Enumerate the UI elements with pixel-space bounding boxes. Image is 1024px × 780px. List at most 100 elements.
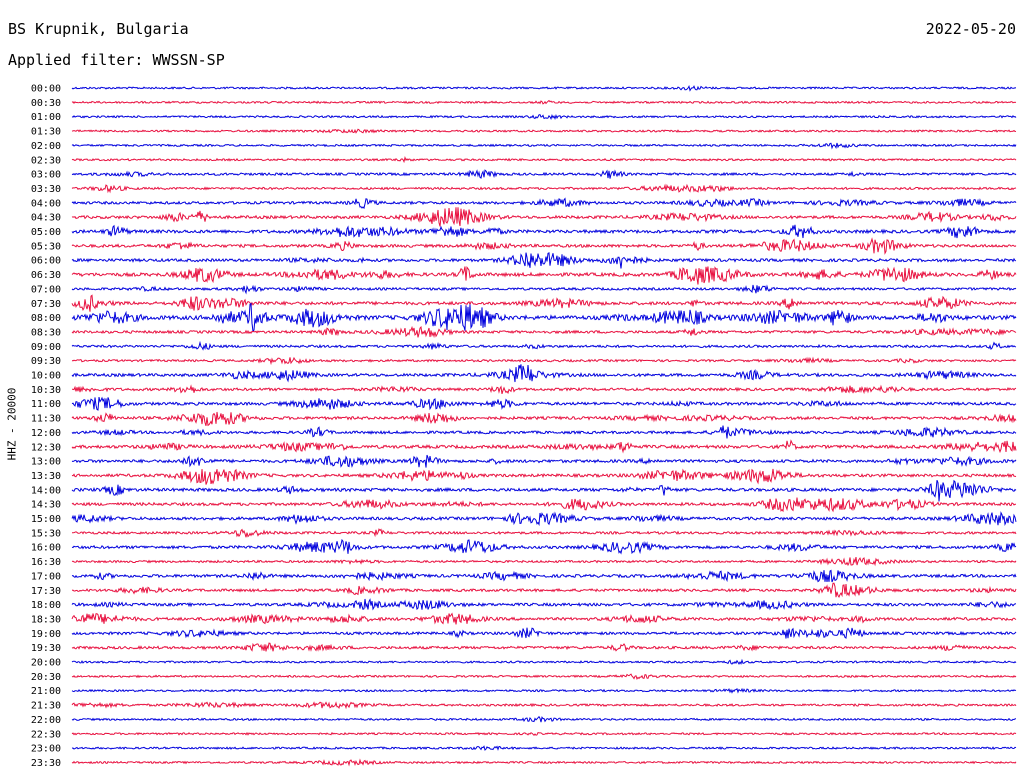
time-tick-label: 15:00 <box>31 514 61 525</box>
seismic-trace-row <box>71 538 1017 555</box>
time-tick-label: 19:30 <box>31 643 61 654</box>
seismic-trace-row <box>71 468 1017 485</box>
seismic-trace-row <box>71 745 1017 751</box>
seismic-trace-row <box>72 384 1017 395</box>
station-title: BS Krupnik, Bulgaria <box>8 20 189 38</box>
seismic-trace-row <box>71 99 1017 105</box>
time-tick-label: 02:00 <box>31 141 61 152</box>
seismic-trace-row <box>71 183 1017 194</box>
seismic-trace-row <box>71 207 1017 227</box>
seismic-trace-row <box>71 169 1017 179</box>
seismic-trace-row <box>71 294 1017 312</box>
time-tick-label: 23:30 <box>31 758 61 769</box>
time-tick-label: 16:30 <box>31 557 61 568</box>
time-tick-label: 10:30 <box>31 385 61 396</box>
time-tick-label: 21:00 <box>31 686 61 697</box>
time-tick-label: 11:30 <box>31 414 61 425</box>
seismic-trace-row <box>71 612 1017 625</box>
time-tick-label: 13:00 <box>31 457 61 468</box>
seismic-trace-row <box>71 237 1017 255</box>
time-tick-label: 17:00 <box>31 571 61 582</box>
seismic-trace-row <box>71 598 1017 611</box>
time-tick-label: 21:30 <box>31 701 61 712</box>
seismic-trace-row <box>71 627 1017 639</box>
time-tick-label: 00:00 <box>31 84 61 95</box>
seismic-trace-row <box>71 197 1017 210</box>
time-tick-label: 01:00 <box>31 112 61 123</box>
seismic-trace-row <box>71 701 1017 710</box>
seismic-trace-row <box>71 479 1017 502</box>
time-tick-label: 14:30 <box>31 500 61 511</box>
seismic-trace-row <box>71 569 1017 583</box>
time-tick-label: 04:30 <box>31 213 61 224</box>
seismic-trace-row <box>71 84 1017 92</box>
time-tick-label: 20:00 <box>31 658 61 669</box>
seismic-trace-row <box>71 325 1017 339</box>
seismic-trace-row <box>71 715 1017 723</box>
seismic-trace-row <box>72 528 1017 538</box>
seismic-trace-row <box>71 557 1017 567</box>
time-tick-label: 06:00 <box>31 256 61 267</box>
seismic-trace-row <box>71 758 1017 767</box>
time-tick-label: 19:00 <box>31 629 61 640</box>
seismic-trace-row <box>71 284 1017 295</box>
time-tick-label: 05:00 <box>31 227 61 238</box>
seismic-trace-row <box>71 142 1017 150</box>
time-tick-label: 08:00 <box>31 313 61 324</box>
seismic-trace-row <box>71 497 1016 513</box>
seismic-trace-row <box>71 454 1017 468</box>
seismic-trace-row <box>71 113 1017 121</box>
time-tick-label: 12:30 <box>31 442 61 453</box>
time-tick-label: 18:30 <box>31 614 61 625</box>
time-tick-label: 14:00 <box>31 485 61 496</box>
seismic-trace-row <box>71 396 1017 411</box>
time-tick-label: 03:00 <box>31 170 61 181</box>
seismic-trace-row <box>71 356 1017 366</box>
time-tick-label: 03:30 <box>31 184 61 195</box>
seismic-trace-row <box>71 687 1017 694</box>
time-tick-label: 16:00 <box>31 543 61 554</box>
time-tick-label: 07:30 <box>31 299 61 310</box>
seismic-trace-row <box>71 155 1017 164</box>
time-tick-label: 17:30 <box>31 586 61 597</box>
time-tick-label: 18:00 <box>31 600 61 611</box>
seismic-trace-row <box>71 266 1017 285</box>
time-tick-label: 13:30 <box>31 471 61 482</box>
time-tick-label: 20:30 <box>31 672 61 683</box>
time-tick-label: 05:30 <box>31 241 61 252</box>
time-tick-label: 10:00 <box>31 371 61 382</box>
seismic-trace-row <box>71 425 1017 439</box>
seismic-trace-row <box>71 658 1017 665</box>
seismic-trace-row <box>71 411 1017 427</box>
time-tick-label: 23:00 <box>31 744 61 755</box>
time-tick-label: 01:30 <box>31 127 61 138</box>
seismic-trace-row <box>71 364 1017 383</box>
time-tick-label: 15:30 <box>31 528 61 539</box>
seismic-trace-row <box>71 642 1017 653</box>
time-tick-label: 02:30 <box>31 155 61 166</box>
time-tick-label: 12:00 <box>31 428 61 439</box>
time-tick-label: 22:00 <box>31 715 61 726</box>
time-tick-label: 06:30 <box>31 270 61 281</box>
seismic-trace-row <box>71 582 1017 599</box>
seismic-trace-row <box>71 340 1017 351</box>
date-label: 2022-05-20 <box>925 20 1016 38</box>
time-tick-label: 09:00 <box>31 342 61 353</box>
seismic-trace-row <box>71 128 1017 134</box>
filter-label: Applied filter: WWSSN-SP <box>8 51 225 69</box>
seismic-trace-row <box>71 252 1017 269</box>
seismic-trace-row <box>71 302 1017 333</box>
time-tick-label: 11:00 <box>31 399 61 410</box>
time-tick-label: 07:00 <box>31 284 61 295</box>
time-tick-label: 00:30 <box>31 98 61 109</box>
time-tick-label: 22:30 <box>31 729 61 740</box>
time-tick-label: 08:30 <box>31 327 61 338</box>
seismic-trace-row <box>71 731 1017 736</box>
seismic-trace-row <box>71 224 1016 239</box>
time-tick-label: 09:30 <box>31 356 61 367</box>
seismic-trace-row <box>71 511 1017 527</box>
seismic-trace-row <box>71 439 1017 454</box>
time-tick-label: 04:00 <box>31 198 61 209</box>
seismic-trace-row <box>71 673 1017 681</box>
